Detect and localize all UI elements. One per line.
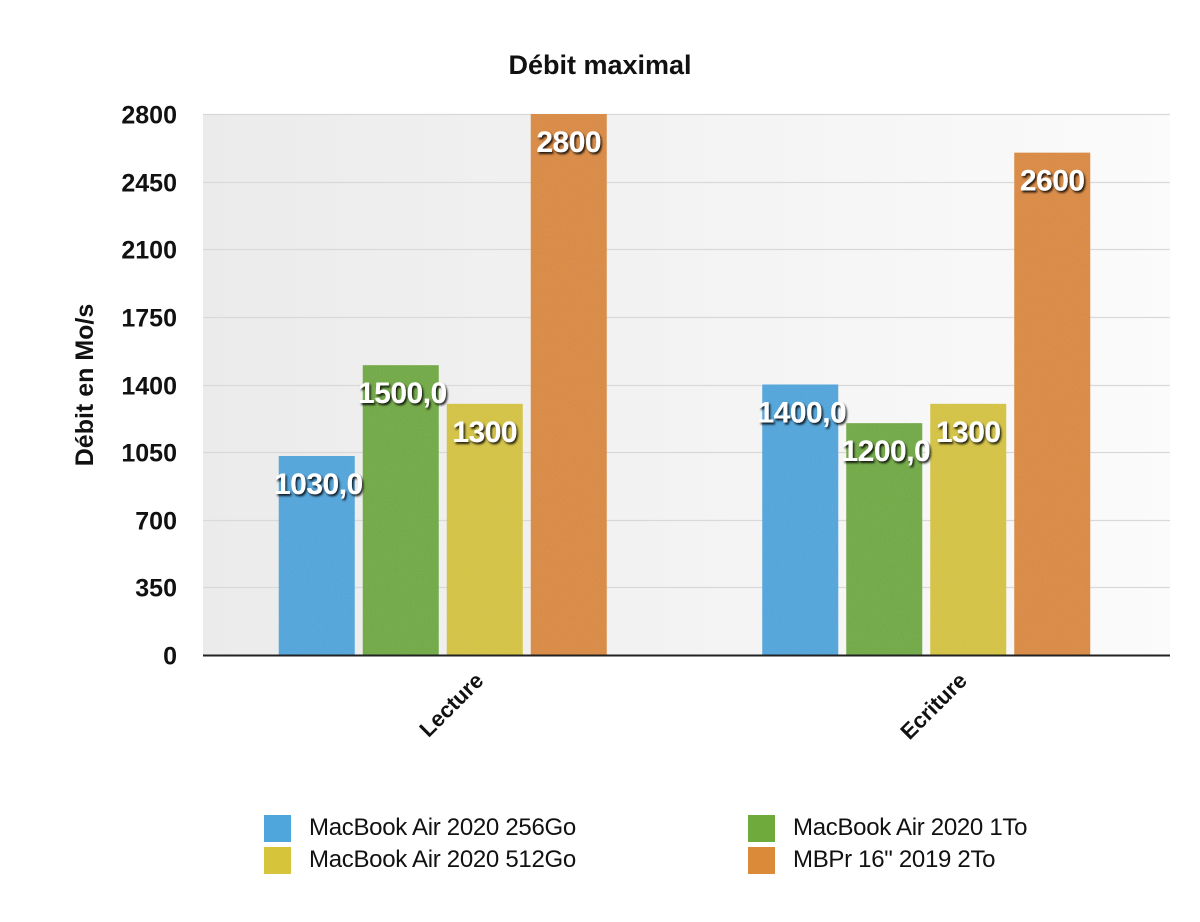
y-axis-label: Débit en Mo/s: [71, 304, 99, 467]
data-label: 1030,0: [274, 468, 363, 501]
x-tick-label: Lecture: [414, 668, 488, 742]
bar-ecriture-series-4: [1014, 152, 1091, 655]
bar-lecture-series-1: [278, 455, 355, 655]
y-tick-label: 0: [163, 643, 177, 671]
y-tick-label: 350: [135, 575, 177, 603]
y-tick-label: 1400: [121, 373, 177, 401]
legend-item: MacBook Air 2020 512Go: [264, 845, 576, 875]
data-label: 1500,0: [358, 377, 447, 410]
data-label: 1300: [936, 416, 1001, 449]
y-tick-label: 1050: [121, 440, 177, 468]
x-axis-ticks: Lecture Ecriture: [414, 668, 971, 744]
x-tick-label: Ecriture: [895, 668, 971, 744]
bar-ecriture-series-1: [762, 384, 839, 655]
bar-ecriture-series-2: [846, 423, 923, 655]
legend-swatch: [748, 846, 775, 874]
data-label: 2800: [536, 126, 601, 159]
bars: [278, 114, 1091, 655]
legend-item: MacBook Air 2020 256Go: [264, 813, 576, 843]
legend-swatch: [264, 846, 291, 874]
y-tick-label: 1750: [121, 305, 177, 333]
data-label: 2600: [1020, 165, 1085, 198]
legend-item: MBPr 16" 2019 2To: [748, 845, 996, 875]
legend-swatch: [264, 814, 291, 842]
data-label: 1200,0: [841, 435, 930, 468]
legend-label: MacBook Air 2020 256Go: [309, 814, 576, 841]
y-tick-label: 2450: [121, 170, 177, 198]
legend-swatch: [748, 814, 775, 842]
bar-ecriture-series-3: [930, 403, 1007, 655]
bar-lecture-series-4: [530, 114, 607, 655]
bar-lecture-series-2: [362, 365, 439, 655]
y-axis-ticks: 0 350 700 1050 1400 1750 2100 2450 2800: [121, 102, 177, 671]
gridlines: [203, 113, 1170, 589]
y-tick-label: 700: [135, 508, 177, 536]
legend-label: MBPr 16" 2019 2To: [793, 846, 996, 873]
data-label: 1400,0: [757, 397, 846, 430]
chart-title: Débit maximal: [508, 50, 692, 80]
legend-label: MacBook Air 2020 1To: [793, 814, 1028, 841]
bar-lecture-series-3: [446, 403, 523, 655]
legend-label: MacBook Air 2020 512Go: [309, 846, 576, 873]
y-tick-label: 2100: [121, 237, 177, 265]
y-tick-label: 2800: [121, 102, 177, 130]
legend-item: MacBook Air 2020 1To: [748, 813, 1027, 843]
data-label: 1300: [452, 416, 517, 449]
